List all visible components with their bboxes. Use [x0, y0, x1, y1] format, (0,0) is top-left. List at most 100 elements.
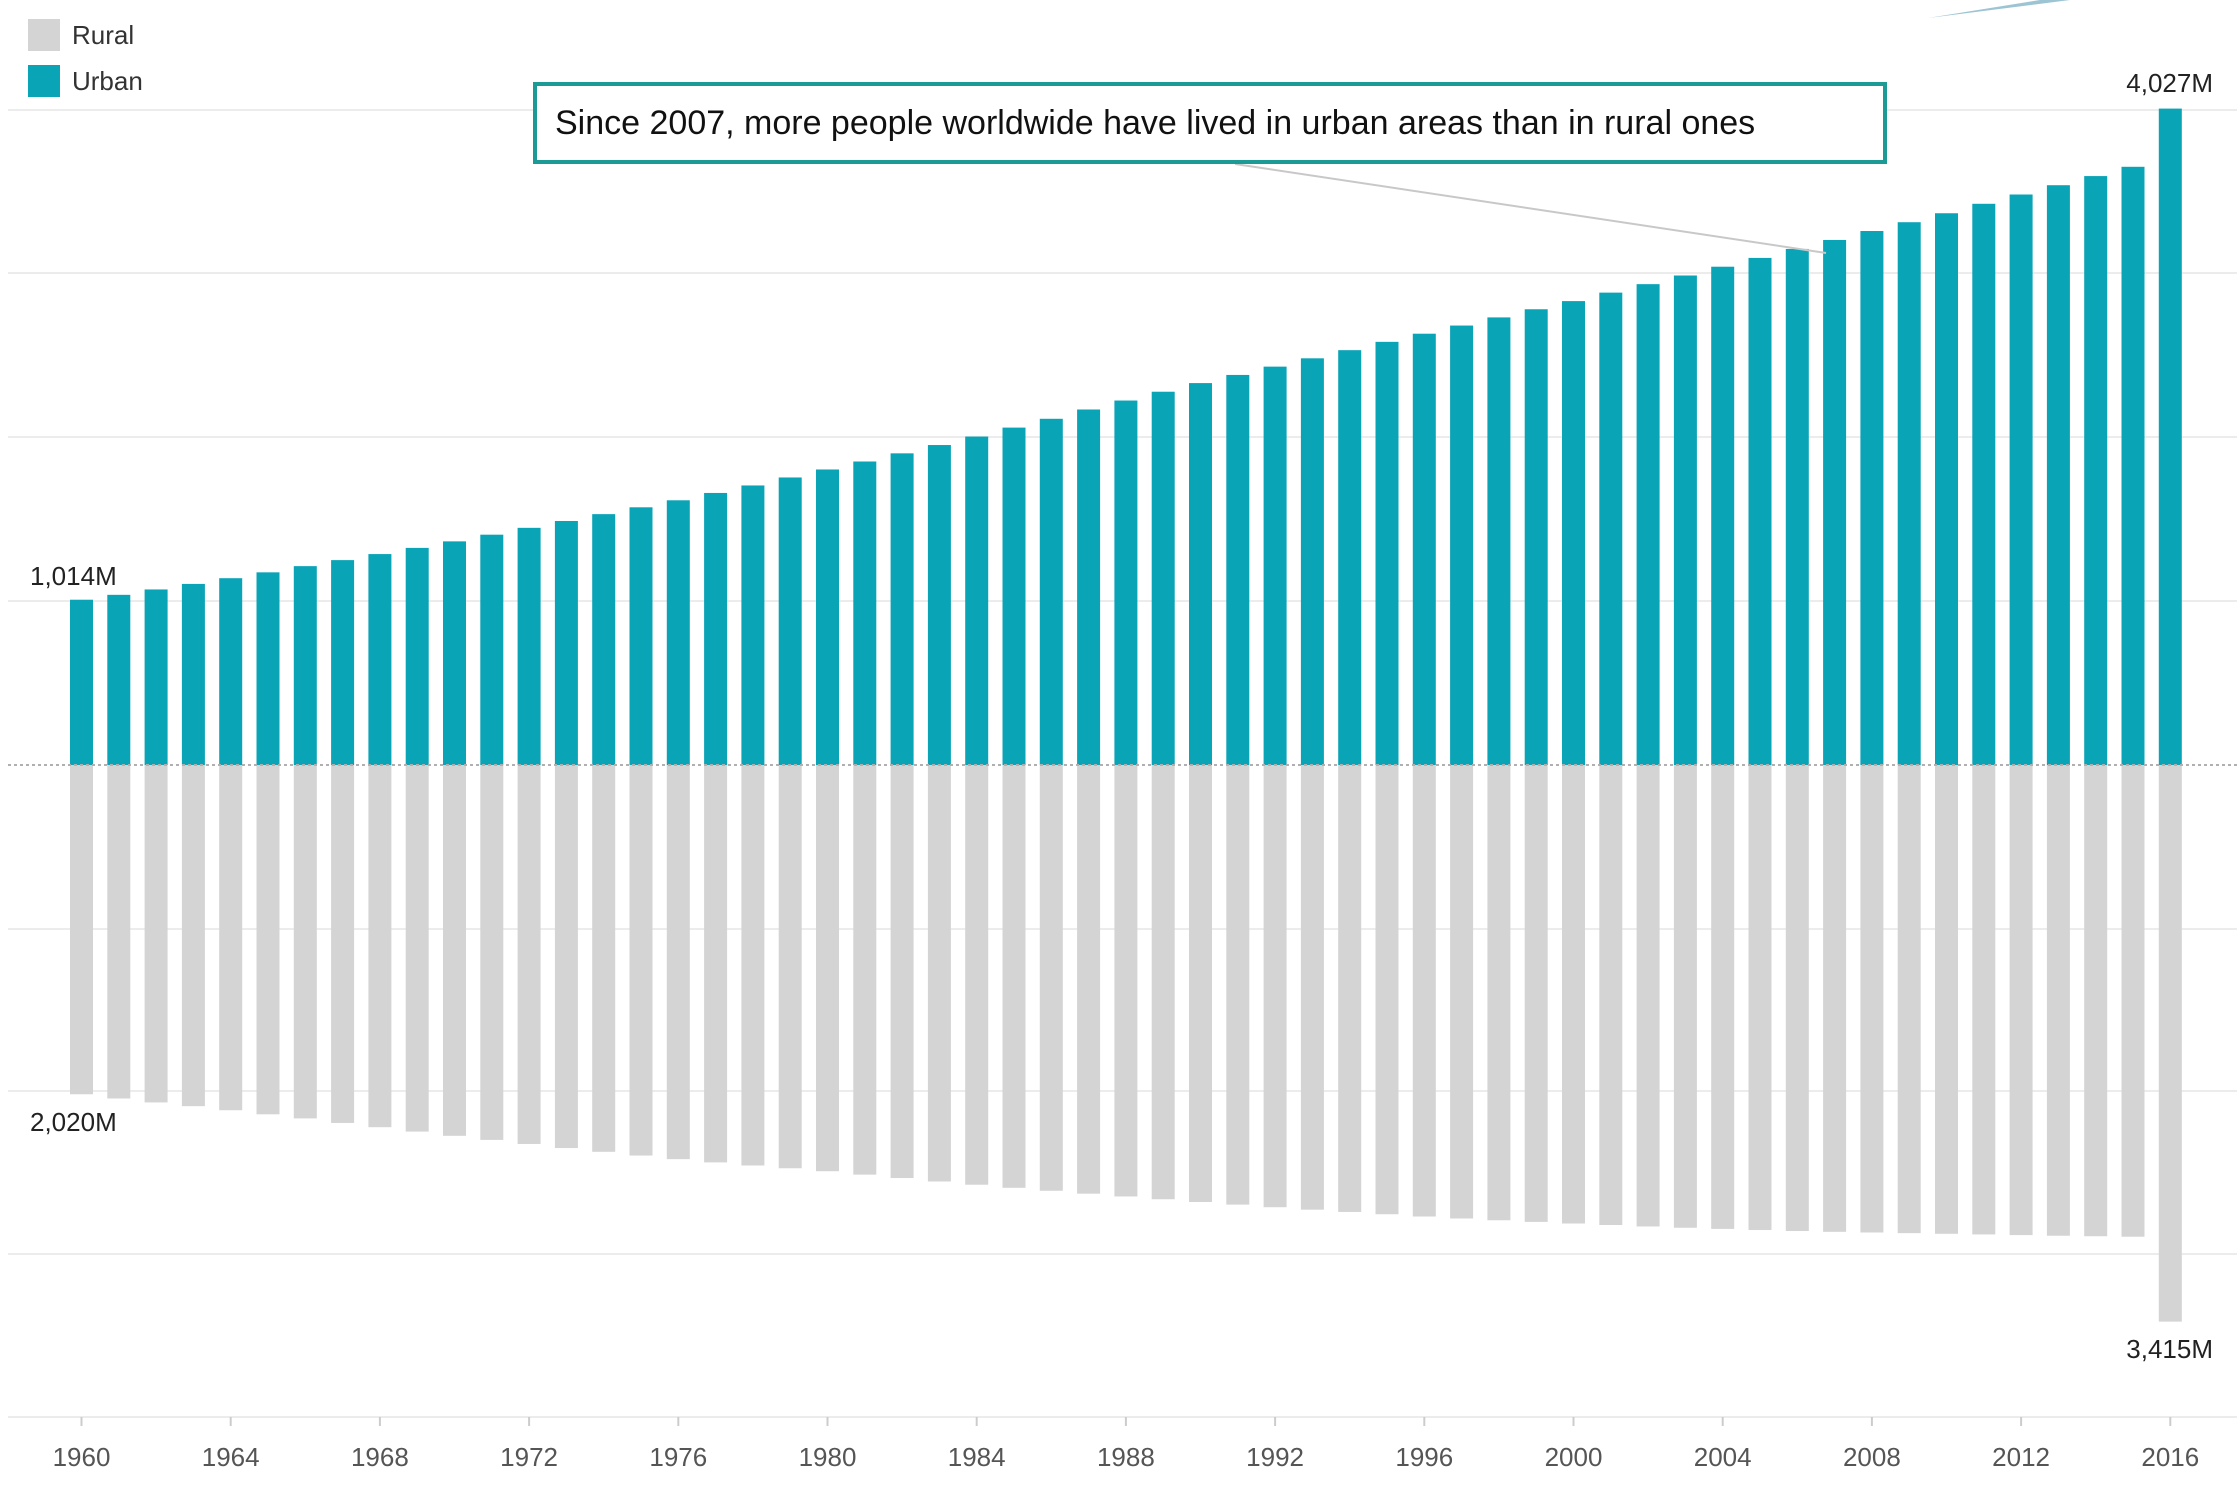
bar-urban-2007[interactable]	[1823, 239, 1847, 766]
legend-item-urban[interactable]: Urban	[28, 58, 143, 104]
bar-rural-1979[interactable]	[778, 765, 802, 1169]
bar-rural-1976[interactable]	[666, 765, 690, 1160]
bar-rural-1966[interactable]	[293, 765, 317, 1119]
bar-rural-1963[interactable]	[181, 765, 205, 1107]
bar-urban-1960[interactable]	[70, 599, 93, 765]
bar-urban-2016[interactable]	[2158, 108, 2182, 765]
bar-urban-1994[interactable]	[1338, 350, 1362, 765]
bar-urban-1965[interactable]	[256, 572, 280, 765]
bar-urban-1973[interactable]	[554, 520, 578, 765]
bar-rural-1989[interactable]	[1151, 765, 1175, 1200]
bar-rural-1986[interactable]	[1039, 765, 1063, 1191]
bar-urban-1985[interactable]	[1002, 427, 1026, 765]
bar-urban-2003[interactable]	[1673, 275, 1697, 765]
bar-rural-1978[interactable]	[741, 765, 765, 1166]
bar-urban-1982[interactable]	[890, 453, 914, 765]
bar-rural-1998[interactable]	[1487, 765, 1511, 1221]
bar-urban-1993[interactable]	[1300, 358, 1324, 765]
bar-rural-1967[interactable]	[331, 765, 355, 1123]
bar-rural-1982[interactable]	[890, 765, 914, 1179]
bar-rural-1972[interactable]	[517, 765, 541, 1144]
bar-urban-1964[interactable]	[219, 578, 243, 765]
bar-rural-2015[interactable]	[2121, 765, 2145, 1237]
bar-urban-1963[interactable]	[181, 583, 205, 765]
bar-urban-1999[interactable]	[1524, 309, 1548, 765]
bar-rural-2001[interactable]	[1599, 765, 1623, 1225]
bar-rural-1997[interactable]	[1450, 765, 1474, 1219]
bar-urban-2015[interactable]	[2121, 166, 2145, 766]
bar-rural-2004[interactable]	[1711, 765, 1735, 1229]
bar-urban-1969[interactable]	[405, 547, 429, 765]
bar-urban-1990[interactable]	[1189, 383, 1212, 765]
bar-urban-2000[interactable]	[1562, 301, 1585, 765]
bar-rural-1991[interactable]	[1226, 765, 1250, 1205]
bar-rural-1975[interactable]	[629, 765, 653, 1156]
bar-urban-1996[interactable]	[1412, 333, 1436, 765]
bar-rural-1974[interactable]	[592, 765, 616, 1152]
bar-urban-1962[interactable]	[144, 589, 168, 765]
bar-rural-1977[interactable]	[704, 765, 728, 1163]
bar-urban-1961[interactable]	[107, 594, 131, 765]
bar-rural-1984[interactable]	[965, 765, 989, 1185]
bar-urban-1977[interactable]	[704, 492, 728, 765]
bar-rural-1993[interactable]	[1300, 765, 1324, 1210]
bar-urban-2004[interactable]	[1711, 266, 1735, 765]
bar-rural-2006[interactable]	[1785, 765, 1809, 1232]
bar-urban-2002[interactable]	[1636, 284, 1660, 765]
bar-rural-1964[interactable]	[219, 765, 243, 1111]
bar-rural-2016[interactable]	[2158, 765, 2182, 1322]
bar-rural-2013[interactable]	[2046, 765, 2070, 1236]
bar-urban-1979[interactable]	[778, 477, 802, 765]
bar-urban-1976[interactable]	[666, 500, 690, 765]
bar-urban-1995[interactable]	[1375, 341, 1399, 765]
bar-rural-2007[interactable]	[1823, 765, 1847, 1232]
bar-urban-1978[interactable]	[741, 485, 765, 765]
bar-rural-1968[interactable]	[368, 765, 392, 1128]
bar-rural-1996[interactable]	[1412, 765, 1436, 1217]
bar-urban-1986[interactable]	[1039, 418, 1063, 765]
bar-urban-1989[interactable]	[1151, 391, 1175, 765]
bar-rural-1992[interactable]	[1263, 765, 1287, 1208]
bar-urban-1968[interactable]	[368, 554, 392, 765]
bar-urban-2006[interactable]	[1785, 248, 1809, 765]
bar-rural-2000[interactable]	[1562, 765, 1585, 1224]
bar-urban-1967[interactable]	[331, 560, 355, 765]
bar-urban-1984[interactable]	[965, 436, 989, 765]
bar-rural-2008[interactable]	[1860, 765, 1884, 1233]
bar-urban-2008[interactable]	[1860, 231, 1884, 766]
bar-rural-1965[interactable]	[256, 765, 280, 1115]
bar-urban-2009[interactable]	[1897, 222, 1921, 765]
bar-urban-1998[interactable]	[1487, 317, 1511, 765]
bar-rural-2009[interactable]	[1897, 765, 1921, 1234]
bar-urban-2014[interactable]	[2084, 176, 2108, 765]
bar-rural-2012[interactable]	[2009, 765, 2033, 1236]
bar-rural-1962[interactable]	[144, 765, 168, 1103]
bar-urban-2005[interactable]	[1748, 257, 1772, 765]
bar-urban-1983[interactable]	[927, 445, 951, 765]
bar-urban-1974[interactable]	[592, 514, 616, 765]
bar-urban-1997[interactable]	[1450, 325, 1474, 765]
bar-urban-2001[interactable]	[1599, 292, 1623, 765]
bar-rural-1971[interactable]	[480, 765, 504, 1140]
legend-item-rural[interactable]: Rural	[28, 12, 143, 58]
bar-urban-2012[interactable]	[2009, 194, 2033, 766]
bar-urban-1987[interactable]	[1077, 409, 1101, 765]
bar-rural-1999[interactable]	[1524, 765, 1548, 1222]
bar-urban-2011[interactable]	[1972, 203, 1996, 765]
bar-rural-1994[interactable]	[1338, 765, 1362, 1212]
bar-rural-1995[interactable]	[1375, 765, 1399, 1215]
bar-rural-2003[interactable]	[1673, 765, 1697, 1228]
bar-rural-1980[interactable]	[816, 765, 839, 1172]
bar-urban-2010[interactable]	[1935, 213, 1958, 765]
bar-urban-1991[interactable]	[1226, 374, 1250, 765]
bar-rural-2011[interactable]	[1972, 765, 1996, 1235]
bar-urban-1966[interactable]	[293, 566, 317, 765]
bar-rural-1969[interactable]	[405, 765, 429, 1132]
bar-urban-1988[interactable]	[1114, 400, 1138, 765]
bar-urban-1975[interactable]	[629, 507, 653, 765]
bar-rural-1987[interactable]	[1077, 765, 1101, 1194]
bar-rural-2014[interactable]	[2084, 765, 2108, 1237]
bar-rural-1973[interactable]	[554, 765, 578, 1149]
bar-rural-1988[interactable]	[1114, 765, 1138, 1197]
bar-urban-1972[interactable]	[517, 527, 541, 765]
